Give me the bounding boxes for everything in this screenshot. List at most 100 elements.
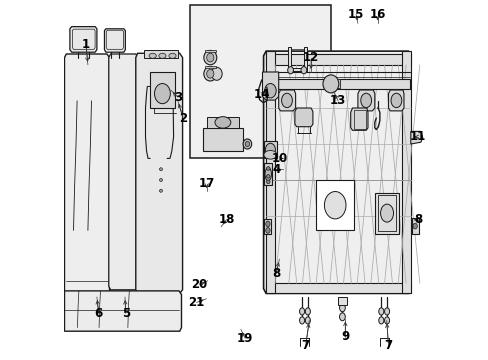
Text: 5: 5	[122, 307, 129, 320]
Ellipse shape	[412, 223, 416, 229]
Ellipse shape	[339, 304, 345, 312]
Bar	[190, 5, 330, 158]
Bar	[264, 219, 271, 234]
Text: 11: 11	[409, 130, 425, 143]
Polygon shape	[387, 90, 403, 111]
Text: 13: 13	[329, 94, 346, 107]
Ellipse shape	[211, 67, 222, 80]
Ellipse shape	[168, 53, 176, 58]
Ellipse shape	[159, 168, 162, 171]
Bar	[265, 51, 275, 293]
Text: 3: 3	[173, 91, 182, 104]
Bar	[353, 110, 365, 129]
Bar	[203, 128, 242, 151]
Bar	[337, 297, 346, 305]
Ellipse shape	[264, 168, 271, 181]
Text: 14: 14	[253, 88, 269, 101]
Ellipse shape	[154, 84, 170, 104]
Ellipse shape	[264, 84, 276, 98]
Bar	[265, 79, 409, 89]
Ellipse shape	[159, 179, 162, 181]
Ellipse shape	[264, 150, 276, 159]
Bar	[265, 54, 410, 65]
Polygon shape	[350, 108, 367, 130]
Ellipse shape	[299, 308, 304, 315]
Ellipse shape	[378, 308, 383, 315]
Bar	[377, 195, 396, 231]
Ellipse shape	[159, 53, 166, 58]
Ellipse shape	[360, 93, 371, 108]
Ellipse shape	[149, 53, 156, 58]
Ellipse shape	[384, 308, 389, 315]
Polygon shape	[410, 131, 422, 144]
Text: 10: 10	[271, 152, 287, 165]
Ellipse shape	[324, 192, 346, 219]
Ellipse shape	[281, 93, 292, 108]
Ellipse shape	[266, 180, 269, 184]
Ellipse shape	[305, 308, 310, 315]
Bar	[143, 50, 178, 58]
Polygon shape	[278, 90, 295, 111]
Bar	[316, 180, 354, 230]
Ellipse shape	[159, 189, 162, 192]
Ellipse shape	[339, 313, 345, 321]
Ellipse shape	[305, 317, 310, 324]
Text: 7: 7	[384, 339, 392, 352]
Bar	[265, 283, 410, 293]
Text: 2: 2	[179, 112, 187, 125]
Text: 16: 16	[369, 8, 385, 21]
Text: 7: 7	[301, 339, 309, 352]
Bar	[374, 193, 399, 234]
Bar	[263, 141, 277, 158]
Ellipse shape	[299, 317, 304, 324]
Bar	[323, 79, 339, 88]
Ellipse shape	[266, 175, 269, 178]
Text: 17: 17	[198, 177, 214, 190]
Polygon shape	[357, 90, 374, 111]
Ellipse shape	[203, 67, 216, 81]
Ellipse shape	[390, 93, 401, 108]
Text: 4: 4	[272, 163, 281, 176]
Polygon shape	[294, 108, 312, 127]
Ellipse shape	[265, 143, 275, 156]
Text: 9: 9	[341, 330, 349, 343]
Bar	[150, 72, 174, 108]
Polygon shape	[287, 47, 306, 71]
Polygon shape	[64, 291, 181, 331]
Ellipse shape	[301, 67, 306, 74]
Polygon shape	[262, 72, 278, 100]
Text: 18: 18	[218, 213, 234, 226]
Polygon shape	[108, 54, 138, 290]
Text: 1: 1	[82, 39, 90, 51]
Bar	[411, 218, 418, 234]
Ellipse shape	[206, 69, 213, 78]
Text: 21: 21	[188, 296, 204, 309]
Ellipse shape	[287, 67, 293, 74]
Ellipse shape	[203, 50, 216, 65]
Text: 12: 12	[303, 51, 319, 64]
Polygon shape	[204, 50, 216, 52]
Ellipse shape	[243, 139, 251, 149]
Ellipse shape	[378, 317, 383, 324]
Bar	[264, 163, 272, 185]
Polygon shape	[70, 27, 97, 52]
Text: 20: 20	[191, 278, 207, 291]
Text: 15: 15	[347, 8, 364, 21]
Polygon shape	[263, 51, 410, 293]
Polygon shape	[136, 53, 182, 293]
Text: 6: 6	[94, 307, 102, 320]
Ellipse shape	[215, 117, 230, 128]
Ellipse shape	[266, 167, 269, 170]
Ellipse shape	[265, 221, 269, 227]
Polygon shape	[64, 54, 109, 297]
Text: 8: 8	[413, 213, 421, 226]
Text: 8: 8	[271, 267, 280, 280]
Ellipse shape	[244, 141, 249, 147]
Polygon shape	[104, 29, 125, 52]
Polygon shape	[204, 66, 216, 68]
Ellipse shape	[384, 317, 389, 324]
Ellipse shape	[322, 75, 338, 93]
Ellipse shape	[380, 204, 393, 222]
Ellipse shape	[206, 53, 213, 62]
Ellipse shape	[265, 228, 269, 233]
